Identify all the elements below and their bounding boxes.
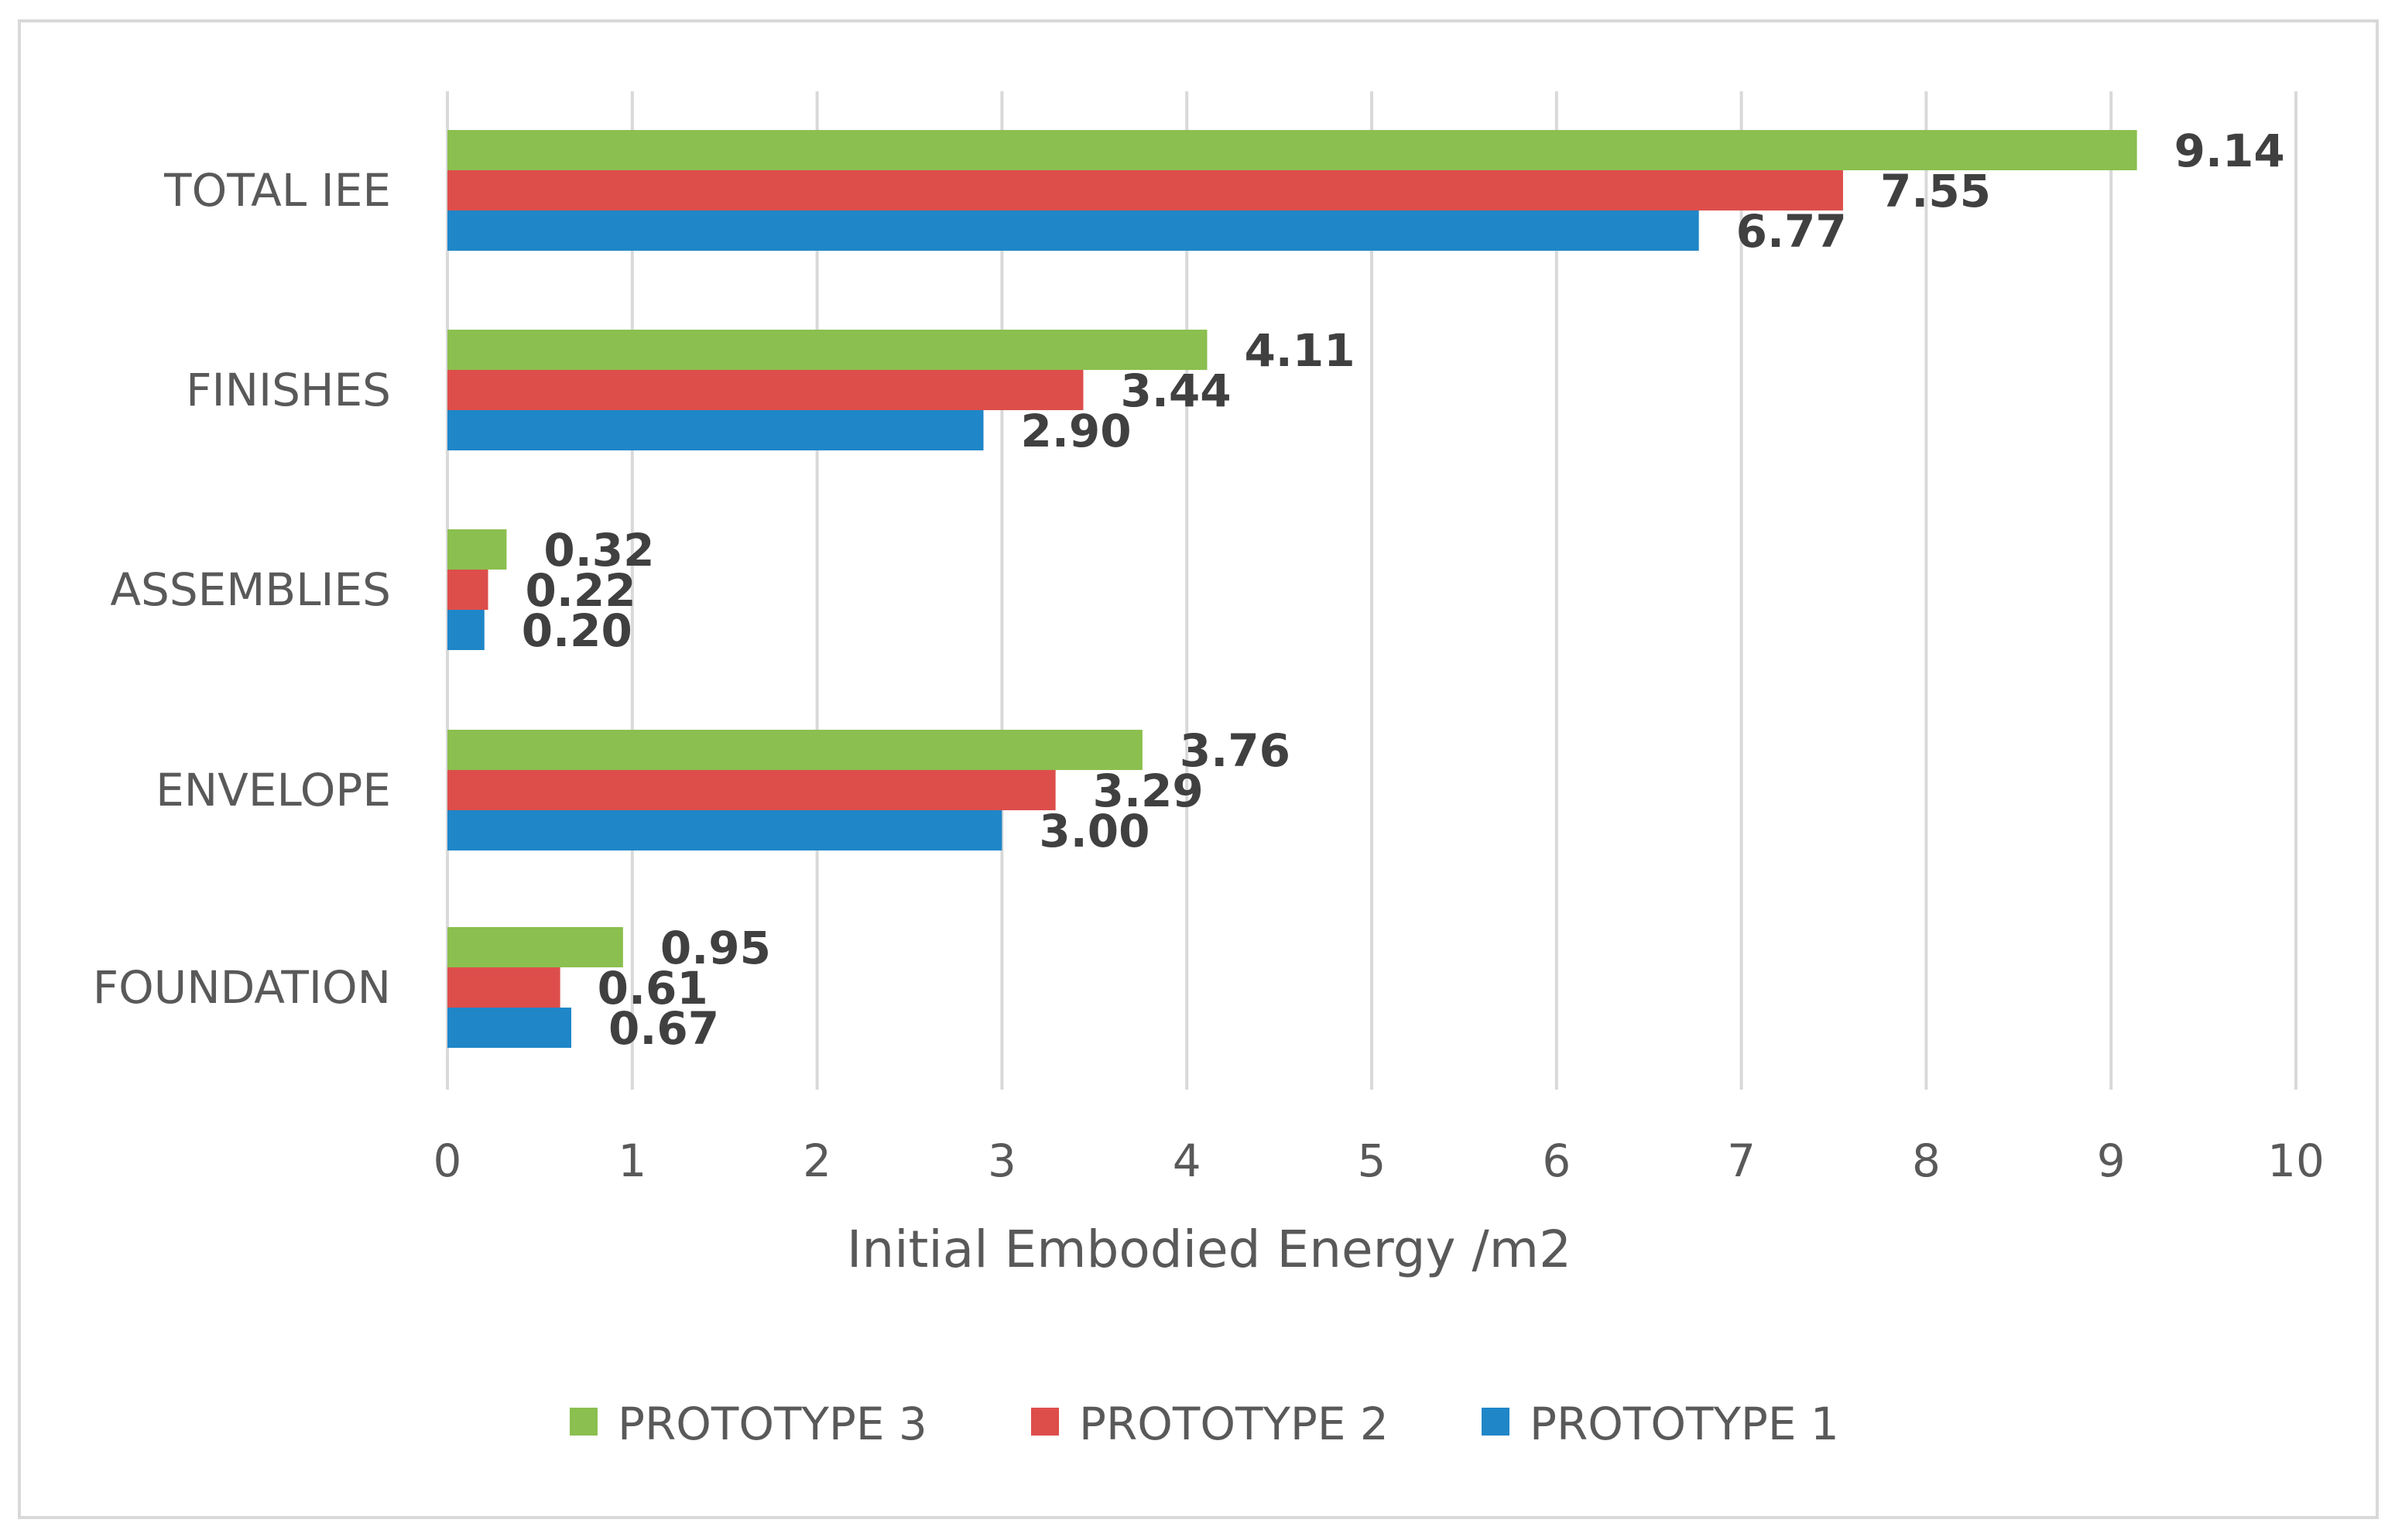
category-labels: TOTAL IEE FINISHES ASSEMBLIES ENVELOPE FOUND… [93, 164, 391, 1014]
data-label: 3.76 [1180, 724, 1290, 777]
category-label: FOUNDATION [93, 961, 391, 1014]
data-label: 6.77 [1736, 205, 1847, 258]
bar [447, 810, 1002, 850]
x-tick-label: 1 [618, 1134, 646, 1187]
bar [447, 130, 2137, 170]
data-label: 0.67 [608, 1002, 719, 1055]
data-label: 0.61 [598, 962, 708, 1015]
x-tick-label: 0 [433, 1134, 462, 1187]
bar [447, 210, 1699, 251]
bar [447, 170, 1843, 210]
x-tick-label: 3 [988, 1134, 1016, 1187]
chart-frame [18, 19, 2379, 1519]
data-label: 4.11 [1244, 324, 1355, 377]
data-label: 3.00 [1039, 805, 1150, 857]
x-tick-label: 8 [1912, 1134, 1941, 1187]
legend-label: PROTOTYPE 2 [1079, 1398, 1389, 1450]
bar [447, 330, 1208, 370]
x-tick-label: 9 [2097, 1134, 2126, 1187]
data-label: 7.55 [1880, 165, 1991, 217]
category-label: ENVELOPE [156, 764, 391, 816]
x-tick-label: 4 [1173, 1134, 1201, 1187]
bar [447, 730, 1143, 770]
bar [447, 570, 488, 610]
bar [447, 770, 1056, 810]
data-label: 0.95 [660, 922, 771, 974]
category-label: FINISHES [186, 364, 391, 416]
legend-label: PROTOTYPE 1 [1530, 1398, 1839, 1450]
category-label: ASSEMBLIES [110, 563, 391, 616]
data-label: 3.29 [1093, 765, 1204, 817]
data-label: 9.14 [2174, 125, 2285, 177]
data-label: 0.20 [522, 604, 632, 657]
bar [447, 1008, 571, 1048]
data-label: 2.90 [1021, 405, 1132, 457]
bar [447, 967, 560, 1008]
bar [447, 410, 984, 450]
legend-label: PROTOTYPE 3 [618, 1398, 927, 1450]
data-label: 3.44 [1120, 364, 1231, 417]
x-tick-label: 5 [1358, 1134, 1386, 1187]
data-label: 0.32 [543, 524, 654, 577]
bar [447, 927, 623, 967]
bar [447, 529, 507, 570]
x-axis-title: Initial Embodied Energy /m2 [847, 1220, 1571, 1279]
bar [447, 370, 1084, 410]
x-tick-label: 2 [803, 1134, 831, 1187]
legend-swatch [1031, 1408, 1059, 1436]
x-tick-label: 6 [1542, 1134, 1571, 1187]
x-tick-labels: 0 1 2 3 4 5 6 7 8 9 10 [433, 1134, 2325, 1187]
legend: PROTOTYPE 3 PROTOTYPE 2 PROTOTYPE 1 [570, 1398, 1839, 1450]
bar [447, 610, 485, 650]
data-label: 0.22 [526, 564, 636, 617]
bars [447, 130, 2137, 1048]
gridlines [446, 91, 2297, 1090]
category-label: TOTAL IEE [163, 164, 391, 217]
legend-swatch [570, 1408, 598, 1436]
data-labels: 9.14 4.11 0.32 3.76 0.95 7.55 3.44 0.22 3.29 0.61… [522, 125, 2285, 1055]
x-tick-label: 7 [1727, 1134, 1756, 1187]
x-tick-label: 10 [2267, 1134, 2325, 1187]
legend-swatch [1482, 1408, 1509, 1436]
